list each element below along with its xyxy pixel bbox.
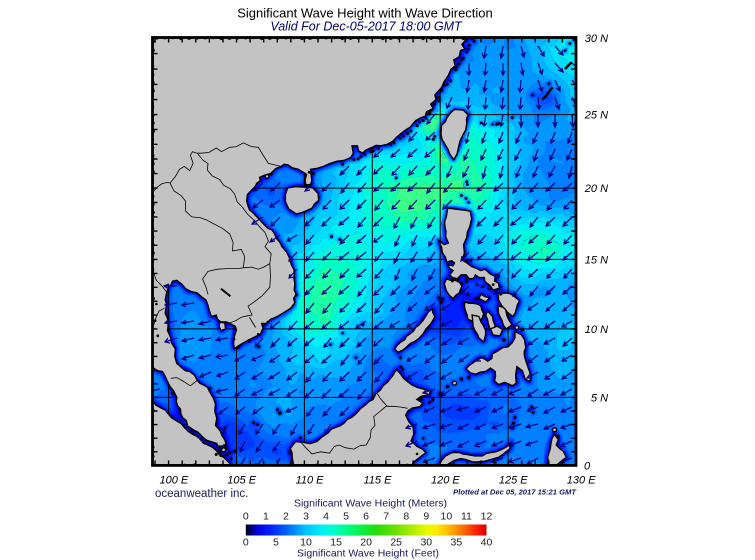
svg-text:105 E: 105 E [227,475,256,487]
svg-text:Significant Wave Height (Meter: Significant Wave Height (Meters) [294,498,447,510]
svg-text:20: 20 [360,537,372,549]
svg-text:0: 0 [243,537,249,549]
svg-text:25 N: 25 N [584,110,608,122]
svg-text:10: 10 [300,537,312,549]
svg-text:130 E: 130 E [567,475,596,487]
svg-text:15: 15 [330,537,342,549]
svg-text:10 N: 10 N [585,324,608,336]
svg-text:2: 2 [283,511,289,523]
svg-text:3: 3 [303,511,309,523]
svg-text:120 E: 120 E [431,475,460,487]
svg-text:7: 7 [383,511,389,523]
svg-text:20 N: 20 N [584,183,608,195]
svg-text:25: 25 [390,537,402,549]
svg-text:15 N: 15 N [585,254,608,266]
svg-text:110 E: 110 E [296,475,325,487]
svg-text:8: 8 [403,511,409,523]
svg-text:5 N: 5 N [591,392,608,404]
svg-text:115 E: 115 E [364,475,393,487]
svg-text:125 E: 125 E [499,475,528,487]
svg-text:0: 0 [243,511,249,523]
svg-text:6: 6 [363,511,369,523]
svg-text:5: 5 [273,537,279,549]
svg-text:30: 30 [420,537,432,549]
svg-text:12: 12 [481,511,493,523]
svg-text:9: 9 [423,511,429,523]
svg-text:Plotted at Dec 05, 2017 15:21: Plotted at Dec 05, 2017 15:21 GMT [453,487,577,496]
svg-text:Significant Wave Height (Feet): Significant Wave Height (Feet) [297,548,439,560]
svg-text:10: 10 [441,511,453,523]
svg-text:35: 35 [451,537,463,549]
svg-text:100 E: 100 E [160,475,189,487]
svg-text:11: 11 [461,511,472,523]
svg-text:1: 1 [263,511,269,523]
svg-text:Significant Wave Height with W: Significant Wave Height with Wave Direct… [237,6,493,21]
svg-text:Valid For Dec-05-2017 18:00 GM: Valid For Dec-05-2017 18:00 GMT [270,20,463,34]
svg-text:0: 0 [584,460,591,472]
svg-text:4: 4 [323,511,329,523]
svg-text:40: 40 [481,537,493,549]
svg-text:5: 5 [343,511,349,523]
svg-text:oceanweather inc.: oceanweather inc. [155,488,248,500]
svg-text:30 N: 30 N [585,33,608,45]
